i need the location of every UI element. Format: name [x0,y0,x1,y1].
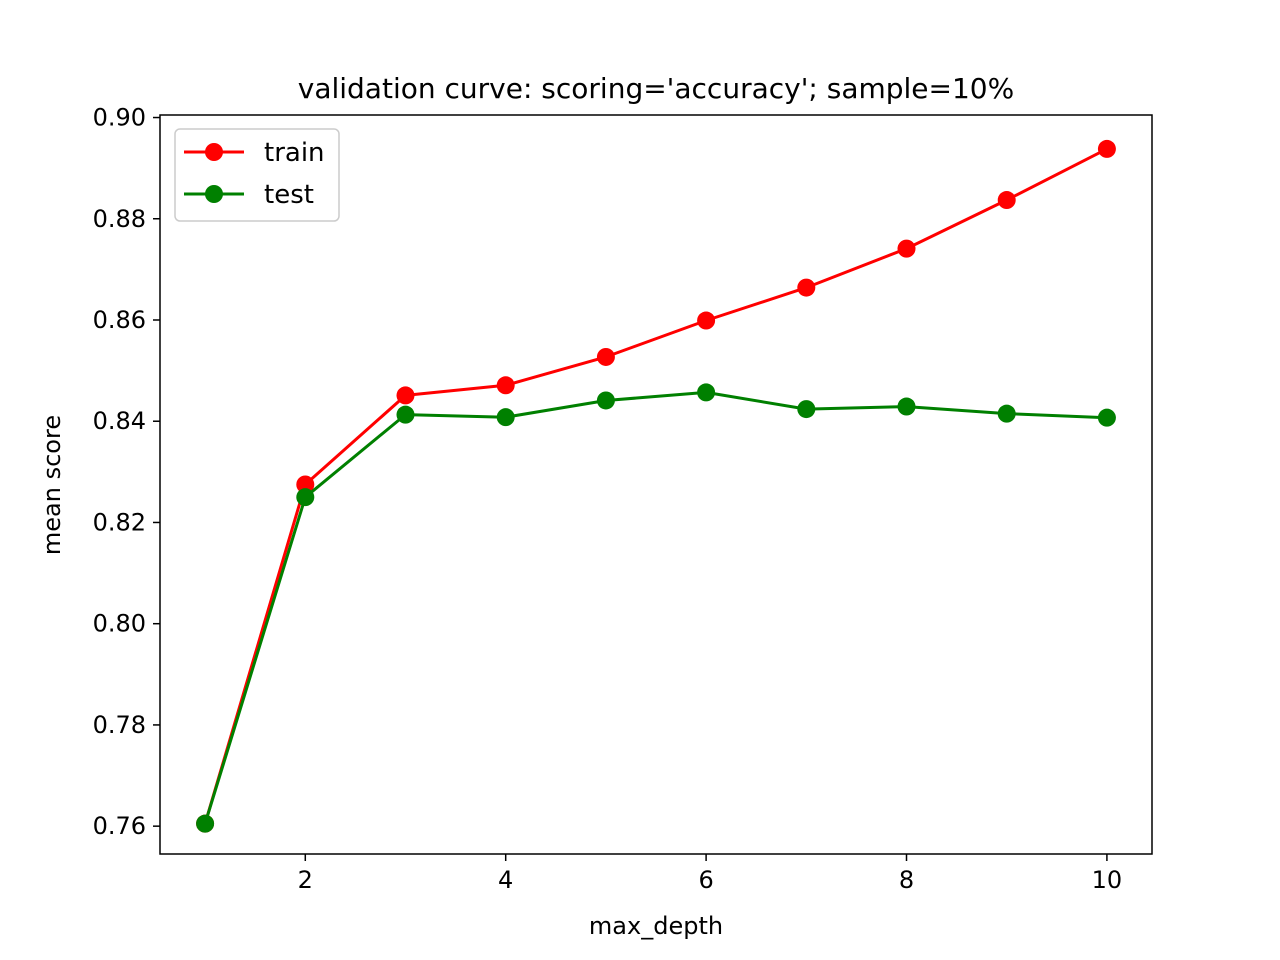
data-point-test [1097,408,1116,427]
series-line-train [203,147,1108,825]
series-layer [196,139,1116,833]
data-point-test [496,408,515,427]
data-point-test [997,404,1016,423]
y-tick-label: 0.78 [93,711,146,739]
data-point-train [1097,139,1116,158]
data-point-train [496,376,515,395]
y-tick-label: 0.82 [93,508,146,536]
chart-title: validation curve: scoring='accuracy'; sa… [298,72,1014,105]
data-point-test [897,397,916,416]
y-tick-label: 0.80 [93,610,146,638]
data-point-train [897,239,916,258]
x-tick-label: 8 [899,866,914,894]
data-point-test [797,400,816,419]
legend-label-train: train [264,138,325,168]
y-tick-label: 0.86 [93,306,146,334]
y-tick-label: 0.84 [93,407,146,435]
legend-marker-test [205,185,223,203]
data-point-test [196,814,215,833]
y-axis-label: mean score [38,415,66,555]
data-point-train [296,475,315,494]
x-axis: 2 4 6 8 10 [298,854,1123,894]
x-tick-label: 10 [1092,866,1123,894]
y-tick-label: 0.90 [93,104,146,132]
data-point-train [396,386,415,405]
y-axis: 0.76 0.78 0.80 0.82 0.84 0.86 0.88 0.90 [93,104,160,840]
legend-label-test: test [264,180,314,210]
x-tick-label: 4 [498,866,513,894]
data-point-test [596,391,615,410]
data-point-train [997,191,1016,210]
legend-marker-train [205,143,223,161]
x-tick-label: 6 [698,866,713,894]
y-tick-label: 0.88 [93,205,146,233]
plot-frame [159,114,1153,855]
data-point-test [697,383,716,402]
x-tick-label: 2 [298,866,313,894]
x-axis-label: max_depth [589,912,723,940]
series-line-test [203,390,1107,825]
y-tick-label: 0.76 [93,812,146,840]
data-point-train [797,278,816,297]
data-point-test [296,488,315,507]
data-point-train [697,311,716,330]
data-point-test [396,405,415,424]
data-point-train [596,347,615,366]
legend: train test [174,128,340,222]
